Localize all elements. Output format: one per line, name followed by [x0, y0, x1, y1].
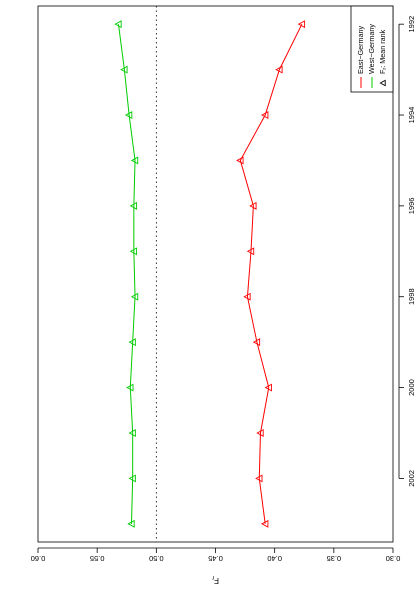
data-point	[114, 20, 122, 29]
plot-frame	[37, 5, 394, 543]
y-axis-label-main: F	[214, 576, 219, 585]
data-point	[130, 292, 139, 301]
legend-label-1: East−Germany	[356, 25, 365, 74]
data-point	[126, 383, 134, 392]
legend-marker-rest: : Mean rank	[378, 29, 387, 67]
y-tick-label: 0.55	[90, 554, 105, 563]
y-tick-label: 0.50	[149, 554, 164, 563]
y-tick-label: 0.60	[31, 554, 46, 563]
y-tick-label: 0.40	[267, 554, 282, 563]
series-line-1	[239, 23, 303, 524]
x-tick-label: 2000	[407, 379, 416, 396]
data-point	[243, 292, 251, 301]
data-point	[128, 429, 136, 437]
data-point	[129, 201, 138, 210]
data-point	[236, 156, 244, 165]
y-axis-label-sub: r	[212, 574, 214, 580]
data-point	[120, 65, 128, 74]
data-point	[249, 201, 257, 210]
legend-marker-sub: r	[382, 68, 388, 70]
x-tick-label: 1996	[407, 198, 416, 215]
data-point	[261, 519, 269, 528]
legend-marker-label: Fr: Mean rank	[378, 29, 389, 74]
data-point	[275, 65, 283, 74]
y-tick-label: 0.35	[327, 554, 342, 563]
data-point	[256, 429, 264, 437]
legend-label-0: West−Germany	[367, 24, 376, 74]
x-tick-label: 1994	[407, 107, 416, 124]
data-point	[124, 111, 133, 119]
x-axis: 1992 1994 1996 1998 2000 2002	[398, 16, 416, 487]
data-point	[255, 474, 263, 483]
y-axis: 0.60 0.55 0.50 0.45 0.40 0.35 0.30	[31, 547, 401, 563]
y-axis-label: Fr	[212, 574, 219, 585]
legend-marker-symbol	[379, 79, 386, 87]
data-point	[261, 111, 269, 119]
x-tick-label: 1992	[407, 16, 416, 33]
y-tick-label: 0.45	[208, 554, 223, 563]
data-point	[246, 247, 255, 256]
data-point	[264, 383, 272, 392]
data-point	[252, 338, 261, 347]
x-tick-label: 1998	[407, 288, 416, 305]
data-point	[130, 156, 139, 165]
y-tick-label: 0.30	[386, 554, 401, 563]
legend-marker-main: F	[378, 69, 387, 74]
data-point	[128, 338, 136, 347]
x-tick-label: 2002	[407, 470, 416, 487]
series-layer	[114, 20, 306, 528]
data-point	[128, 474, 136, 483]
data-point	[129, 247, 138, 256]
series-line-0	[117, 24, 136, 524]
data-point	[127, 519, 135, 528]
data-point	[297, 20, 306, 29]
